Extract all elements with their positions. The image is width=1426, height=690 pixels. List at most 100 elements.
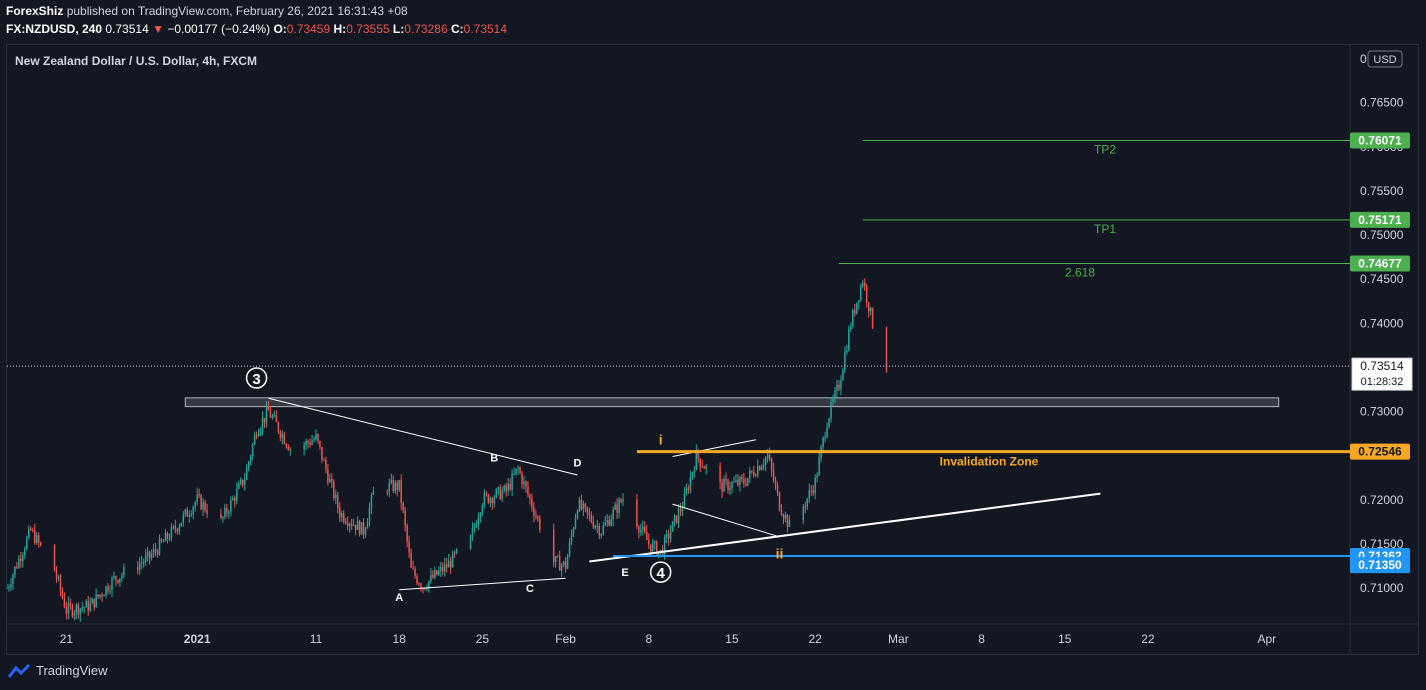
level-label: 2.618 xyxy=(1065,266,1095,280)
symbol-label: FX:NZDUSD, 240 xyxy=(6,22,103,36)
candle-body xyxy=(838,384,840,390)
price-tag xyxy=(1350,443,1410,460)
candle-body xyxy=(525,481,527,487)
candle-body xyxy=(648,540,650,545)
candle-body xyxy=(249,456,252,463)
candle-body xyxy=(491,498,494,504)
candle-body xyxy=(412,567,414,569)
candle-body xyxy=(95,594,97,608)
candle-body xyxy=(91,598,93,604)
candle-body xyxy=(533,507,535,516)
candle-body xyxy=(20,558,22,561)
candle-body xyxy=(764,457,767,465)
y-tick-label: 0.76500 xyxy=(1360,96,1404,110)
candle-body xyxy=(79,608,82,615)
candle-body xyxy=(176,529,179,532)
chart-panel[interactable] xyxy=(6,44,1419,655)
candle-body xyxy=(184,509,187,515)
candle-body xyxy=(812,490,814,493)
candle-body xyxy=(255,434,258,437)
candle-body xyxy=(146,551,149,556)
candle-body xyxy=(224,507,226,517)
candle-body xyxy=(469,535,472,549)
candle-body xyxy=(307,441,309,443)
tradingview-footer: TradingView xyxy=(8,663,108,678)
candle-body xyxy=(319,441,321,447)
candle-body xyxy=(644,526,646,533)
candle-body xyxy=(285,443,288,447)
wave-circle xyxy=(245,367,268,389)
candle-body xyxy=(275,415,278,423)
candle-body xyxy=(186,509,189,517)
candle-body xyxy=(121,575,123,579)
candle-body xyxy=(566,555,569,569)
candle-body xyxy=(596,526,599,528)
candle-body xyxy=(202,502,204,510)
candle-body xyxy=(693,469,696,473)
candle-body xyxy=(7,588,8,589)
candle-body xyxy=(612,509,614,520)
candle-body xyxy=(63,597,66,608)
x-tick-label: Feb xyxy=(555,632,576,646)
candle-body xyxy=(473,526,476,528)
candle-body xyxy=(390,479,393,483)
y-tick-label: 0.71500 xyxy=(1360,537,1404,551)
candle-body xyxy=(572,528,575,535)
candle-body xyxy=(188,515,190,517)
candle-body xyxy=(699,458,702,467)
candle-body xyxy=(335,494,337,499)
candle-body xyxy=(12,574,14,585)
candle-body xyxy=(65,607,68,614)
candle-body xyxy=(451,552,454,568)
wave-label: E xyxy=(621,567,628,579)
candle-body xyxy=(729,488,731,491)
y-tick-label: 0.74000 xyxy=(1360,316,1404,330)
price-tag-label: 0.71350 xyxy=(1358,558,1402,572)
candle-body xyxy=(495,489,498,498)
candle-body xyxy=(253,434,256,445)
candle-body xyxy=(818,457,820,476)
candle-body xyxy=(552,530,555,562)
open-label: O: xyxy=(273,22,287,36)
candle-body xyxy=(416,576,418,584)
candle-body xyxy=(28,528,30,538)
countdown-label: 01:28:32 xyxy=(1361,376,1404,388)
candle-body xyxy=(558,556,561,571)
resistance-zone xyxy=(184,397,1280,408)
candle-body xyxy=(426,588,428,590)
candle-body xyxy=(768,454,771,460)
author-name[interactable]: ForexShiz xyxy=(6,4,64,18)
candle-body xyxy=(749,470,751,478)
candle-body xyxy=(83,607,86,609)
candle-body xyxy=(33,530,36,544)
candle-body xyxy=(107,586,109,592)
candle-body xyxy=(230,499,232,513)
candle-body xyxy=(200,495,202,510)
candle-body xyxy=(844,352,846,370)
candle-body xyxy=(444,564,446,572)
candle-body xyxy=(842,369,844,381)
high-label: H: xyxy=(333,22,347,36)
candle-body xyxy=(368,507,371,522)
price-chart[interactable]: New Zealand Dollar / U.S. Dollar, 4h, FX… xyxy=(0,0,1426,660)
wave-label: D xyxy=(574,458,582,470)
x-tick-label: 21 xyxy=(60,632,74,646)
candle-body xyxy=(182,514,185,523)
candle-body xyxy=(236,488,238,502)
candle-body xyxy=(511,473,513,490)
wave-label: ii xyxy=(776,545,784,561)
candle-body xyxy=(364,528,367,535)
candle-body xyxy=(529,494,531,499)
candle-body xyxy=(410,552,412,568)
candle-body xyxy=(386,491,389,493)
candle-body xyxy=(646,532,648,541)
candle-body xyxy=(527,486,529,495)
candle-body xyxy=(479,513,482,519)
candle-body xyxy=(507,483,509,491)
wave-label: A xyxy=(395,592,403,604)
candle-body xyxy=(162,541,165,543)
candle-body xyxy=(731,482,733,489)
candle-body xyxy=(590,514,593,522)
candle-body xyxy=(283,434,286,444)
current-price-tag xyxy=(1351,357,1413,391)
